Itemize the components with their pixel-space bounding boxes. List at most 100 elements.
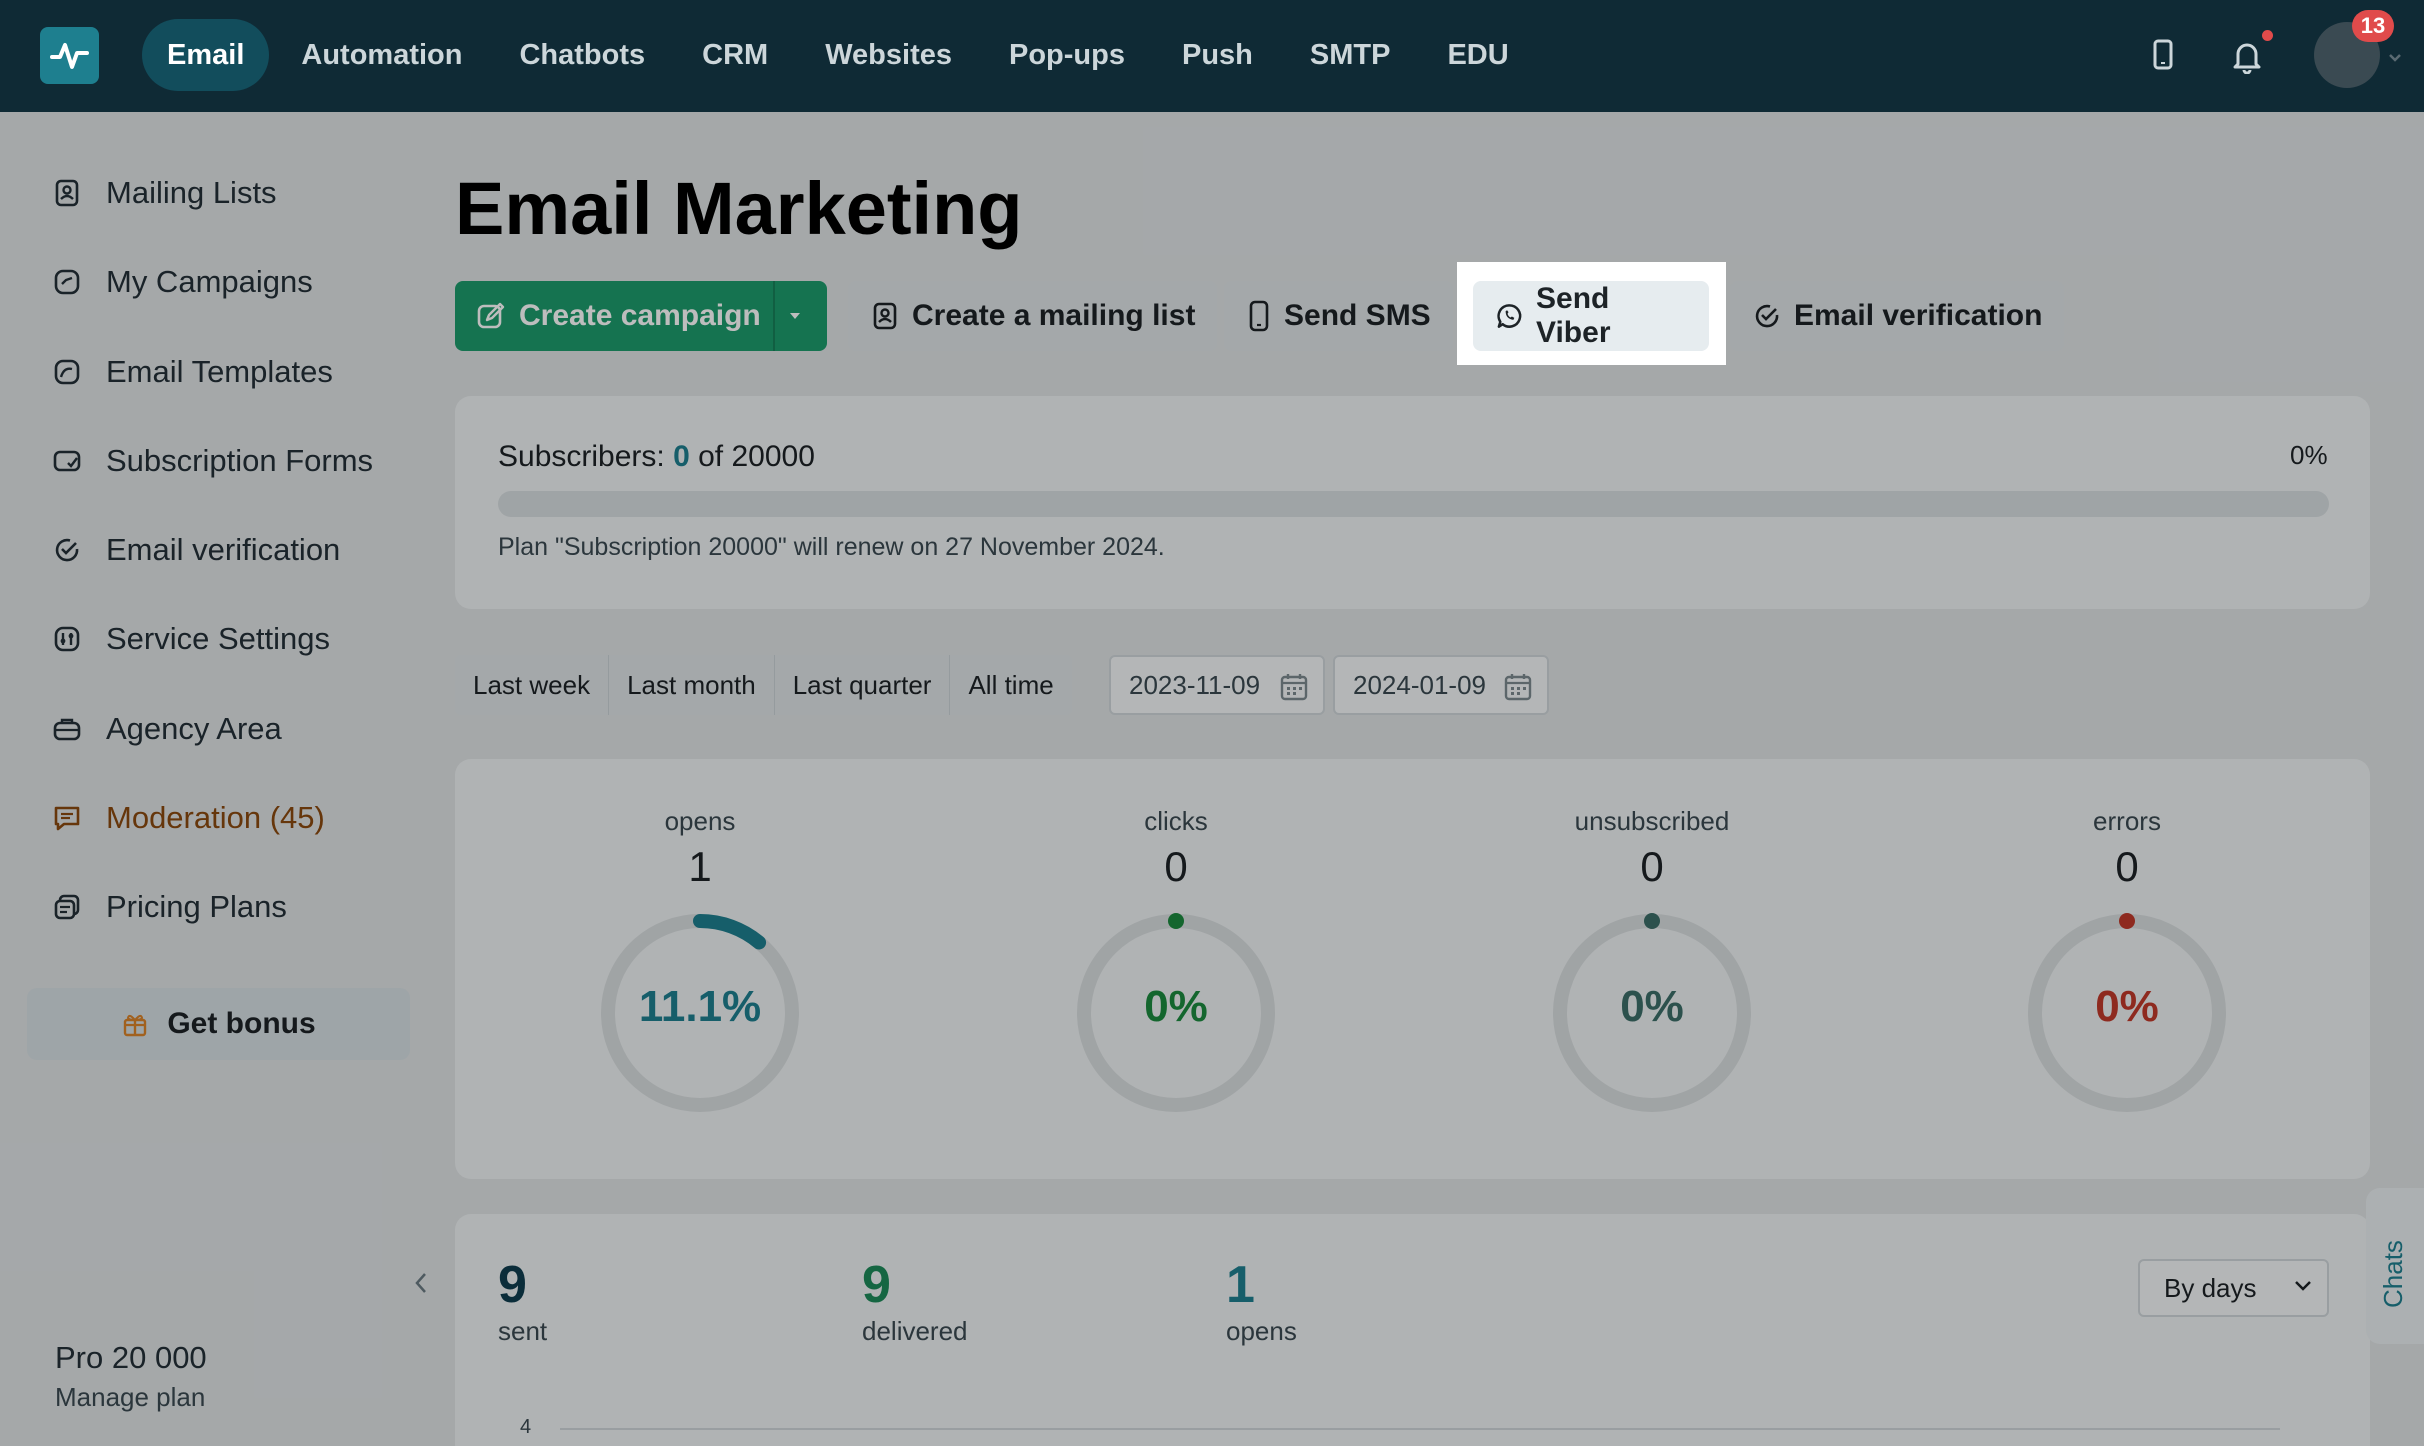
sent-count: 9 [498, 1256, 527, 1314]
group-by-select[interactable]: By days [2138, 1259, 2329, 1317]
subscribers-percent: 0% [2290, 440, 2328, 470]
stat-clicks: clicks 0 [1046, 806, 1306, 891]
nav-smtp[interactable]: SMTP [1309, 39, 1391, 71]
email-verification-label: Email verification [1794, 299, 2043, 332]
sidebar-item-label: Mailing Lists [106, 175, 277, 210]
stat-opens: opens 1 [570, 806, 830, 891]
collapse-sidebar-chevron-icon[interactable] [412, 1270, 430, 1301]
sidebar-item-subscription-forms[interactable]: Subscription Forms [52, 436, 373, 486]
chevron-down-icon[interactable] [2388, 50, 2402, 68]
create-campaign-button[interactable]: Create campaign [455, 281, 827, 351]
sidebar-item-service-settings[interactable]: Service Settings [52, 614, 330, 664]
ring-start-dot [1644, 913, 1660, 929]
subscribers-count: 0 [673, 440, 690, 473]
sidebar-item-email-templates[interactable]: Email Templates [52, 347, 333, 397]
stat-label: unsubscribed [1574, 806, 1730, 836]
subscribers-limit: of 20000 [698, 440, 815, 473]
sidebar-item-label: Email Templates [106, 354, 333, 389]
opens-rate-ring [601, 914, 799, 1112]
plan-renewal-note: Plan "Subscription 20000" will renew on … [498, 533, 1165, 561]
sidebar-item-email-verification[interactable]: Email verification [52, 525, 340, 575]
nav-popups[interactable]: Pop-ups [1008, 39, 1125, 71]
ring-percent: 0% [1144, 982, 1208, 1031]
nav-websites[interactable]: Websites [825, 39, 952, 71]
page-title: Email Marketing [455, 167, 1023, 250]
sidebar: Mailing Lists My Campaigns Email Templat… [0, 112, 430, 1446]
stat-label: clicks [1144, 806, 1208, 836]
opens-count: 1 [1226, 1256, 1255, 1314]
ring-percent: 0% [2095, 982, 2159, 1031]
ring-start-dot [2119, 913, 2135, 929]
send-viber-button[interactable]: Send Viber [1473, 281, 1709, 351]
date-from-value: 2023-11-09 [1129, 670, 1261, 700]
sidebar-item-mailing-lists[interactable]: Mailing Lists [52, 168, 277, 218]
get-bonus-button[interactable]: Get bonus [27, 988, 410, 1060]
period-last-month[interactable]: Last month [609, 655, 775, 715]
stat-unsubscribed: unsubscribed 0 [1522, 806, 1782, 891]
nav-automation[interactable]: Automation [301, 39, 463, 71]
totals-card [455, 1214, 2370, 1446]
edit-icon [477, 302, 505, 329]
email-verification-button[interactable]: Email verification [1730, 281, 2065, 351]
group-by-value: By days [2164, 1273, 2257, 1303]
get-bonus-label: Get bonus [167, 1007, 316, 1040]
main-nav: Email Automation Chatbots CRM Websites P… [142, 19, 1541, 91]
ring-start-dot [1168, 913, 1184, 929]
date-from-field[interactable]: 2023-11-09 [1109, 655, 1325, 715]
notification-dot [2262, 30, 2273, 41]
sidebar-item-label: Service Settings [106, 621, 330, 656]
gift-icon [124, 1014, 147, 1037]
create-mailing-list-button[interactable]: Create a mailing list [848, 281, 1218, 351]
sidebar-item-label: My Campaigns [106, 264, 313, 299]
errors-rate-ring [2028, 913, 2226, 1112]
nav-email[interactable]: Email [142, 19, 270, 91]
delivered-count: 9 [862, 1256, 891, 1314]
nav-edu[interactable]: EDU [1447, 39, 1509, 71]
stat-value: 0 [2115, 843, 2139, 890]
unsubscribed-rate-ring [1553, 913, 1751, 1112]
sidebar-item-moderation[interactable]: Moderation (45) [52, 793, 325, 843]
chats-tab[interactable]: Chats [2366, 1188, 2424, 1344]
date-to-value: 2024-01-09 [1353, 670, 1486, 700]
send-sms-button[interactable]: Send SMS [1224, 281, 1453, 351]
calendar-icon [1280, 674, 1308, 701]
current-plan-name: Pro 20 000 [55, 1340, 207, 1375]
settings-sliders-icon [54, 626, 80, 652]
ring-percent: 0% [1620, 982, 1684, 1031]
ring-arc [693, 914, 767, 950]
calendar-icon [1504, 674, 1532, 701]
period-last-week[interactable]: Last week [455, 655, 610, 715]
chart-y-tick: 4 [520, 1416, 532, 1438]
manage-plan-link[interactable]: Manage plan [55, 1382, 206, 1412]
mobile-icon[interactable] [2150, 38, 2176, 77]
nav-chatbots[interactable]: Chatbots [519, 39, 646, 71]
period-last-quarter[interactable]: Last quarter [775, 655, 951, 715]
stat-errors: errors 0 [1997, 806, 2257, 891]
sidebar-item-label: Moderation (45) [106, 800, 325, 835]
check-badge-icon [1755, 304, 1779, 328]
nav-crm[interactable]: CRM [702, 39, 769, 71]
period-all-time[interactable]: All time [968, 670, 1054, 700]
sidebar-item-pricing-plans[interactable]: Pricing Plans [52, 882, 287, 932]
chart-gridline [560, 1428, 2280, 1430]
ring-percent: 11.1% [638, 982, 762, 1031]
delivered-label: delivered [862, 1316, 968, 1346]
sidebar-item-label: Agency Area [106, 711, 282, 746]
form-icon [53, 450, 81, 472]
nav-push[interactable]: Push [1181, 39, 1253, 71]
contact-list-icon [55, 179, 79, 207]
date-to-field[interactable]: 2024-01-09 [1333, 655, 1549, 715]
pulse-logo-icon[interactable] [40, 27, 99, 84]
briefcase-icon [53, 718, 81, 741]
bell-icon[interactable] [2230, 38, 2264, 79]
period-filter: Last week Last month Last quarter All ti… [455, 655, 1072, 715]
subscribers-label: Subscribers: [498, 440, 665, 473]
sidebar-item-label: Email verification [106, 532, 341, 567]
campaign-options-dropdown[interactable] [773, 281, 827, 351]
sidebar-item-agency-area[interactable]: Agency Area [52, 704, 282, 754]
sidebar-item-my-campaigns[interactable]: My Campaigns [52, 257, 313, 307]
subscribers-progress-bar [498, 491, 2329, 517]
check-badge-icon [55, 538, 79, 562]
stat-value: 0 [1164, 843, 1188, 890]
campaign-icon [54, 269, 80, 295]
